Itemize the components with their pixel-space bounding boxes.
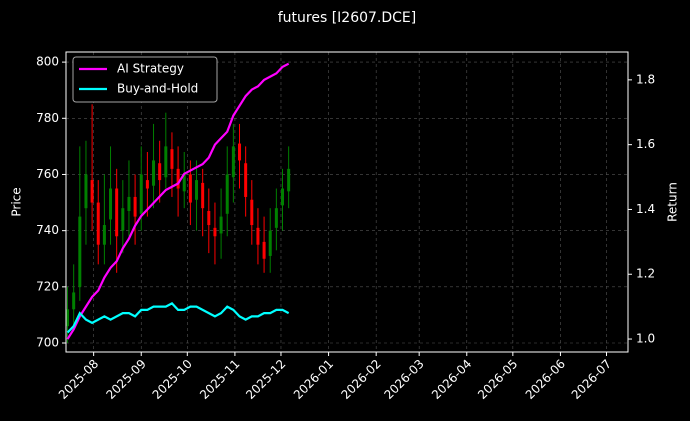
candle-body	[195, 180, 199, 200]
y-tick-label: 720	[36, 279, 59, 293]
legend-label: AI Strategy	[117, 62, 184, 76]
candle-body	[244, 163, 248, 197]
x-tick-label: 2025-10	[150, 357, 195, 402]
candle-body	[109, 188, 113, 220]
y-tick-label: 760	[36, 167, 59, 181]
candle-body	[90, 180, 94, 203]
y2-tick-label: 1.0	[636, 332, 655, 346]
candle-body	[225, 174, 229, 214]
candle-body	[238, 143, 242, 161]
y-axis-label: Price	[10, 187, 24, 216]
candle-body	[250, 199, 254, 226]
candle-body	[274, 208, 278, 228]
chart-title: futures [I2607.DCE]	[278, 10, 417, 26]
y-tick-label: 800	[36, 55, 59, 69]
candle-body	[164, 146, 168, 178]
candle-body	[145, 180, 149, 189]
y2-tick-label: 1.8	[636, 72, 655, 86]
y2-axis-label: Return	[666, 182, 680, 222]
legend-label: Buy-and-Hold	[117, 82, 198, 96]
x-tick-label: 2026-04	[429, 357, 474, 402]
y2-tick-label: 1.2	[636, 267, 655, 281]
candle-body	[66, 309, 70, 327]
y2-tick-label: 1.6	[636, 137, 655, 151]
candle-body	[170, 149, 174, 169]
candle-body	[102, 225, 106, 245]
candle-body	[127, 196, 131, 211]
x-tick-label: 2026-07	[569, 357, 614, 402]
y-tick-label: 740	[36, 223, 59, 237]
return-line	[66, 302, 290, 334]
candle-body	[84, 174, 88, 209]
candle-body	[201, 182, 205, 209]
legend-box	[72, 56, 218, 103]
x-tick-label: 2026-03	[381, 357, 426, 402]
candle-body	[268, 230, 272, 256]
y-tick-label: 700	[36, 336, 59, 350]
candle-body	[231, 146, 235, 178]
candle-body	[96, 202, 100, 245]
candle-body	[256, 227, 260, 245]
candle-body	[139, 174, 143, 214]
x-tick-label: 2026-02	[338, 357, 383, 402]
candle-body	[72, 292, 76, 310]
x-tick-label: 2025-11	[197, 357, 242, 402]
x-tick-label: 2025-12	[243, 357, 288, 402]
candle-body	[219, 216, 223, 234]
y-tick-label: 780	[36, 111, 59, 125]
x-tick-label: 2025-08	[56, 357, 101, 402]
x-tick-label: 2026-01	[291, 357, 336, 402]
candle-body	[188, 174, 192, 203]
candle-body	[115, 188, 119, 237]
plot-frame	[65, 51, 629, 353]
candle-body	[207, 210, 211, 226]
candle-body	[133, 196, 137, 217]
x-tick-label: 2026-06	[523, 357, 568, 402]
candle-body	[158, 163, 162, 181]
candle-body	[281, 188, 285, 206]
candle-body	[182, 174, 186, 192]
candle-body	[152, 160, 156, 186]
x-tick-label: 2026-05	[475, 357, 520, 402]
candle-body	[78, 216, 82, 287]
candle-body	[213, 227, 217, 237]
x-tick-label: 2025-09	[103, 357, 148, 402]
candle-body	[121, 208, 125, 231]
y2-tick-label: 1.4	[636, 202, 655, 216]
return-line	[66, 62, 290, 340]
candle-body	[287, 168, 291, 192]
candle-body	[262, 241, 266, 259]
candle-body	[176, 168, 180, 189]
